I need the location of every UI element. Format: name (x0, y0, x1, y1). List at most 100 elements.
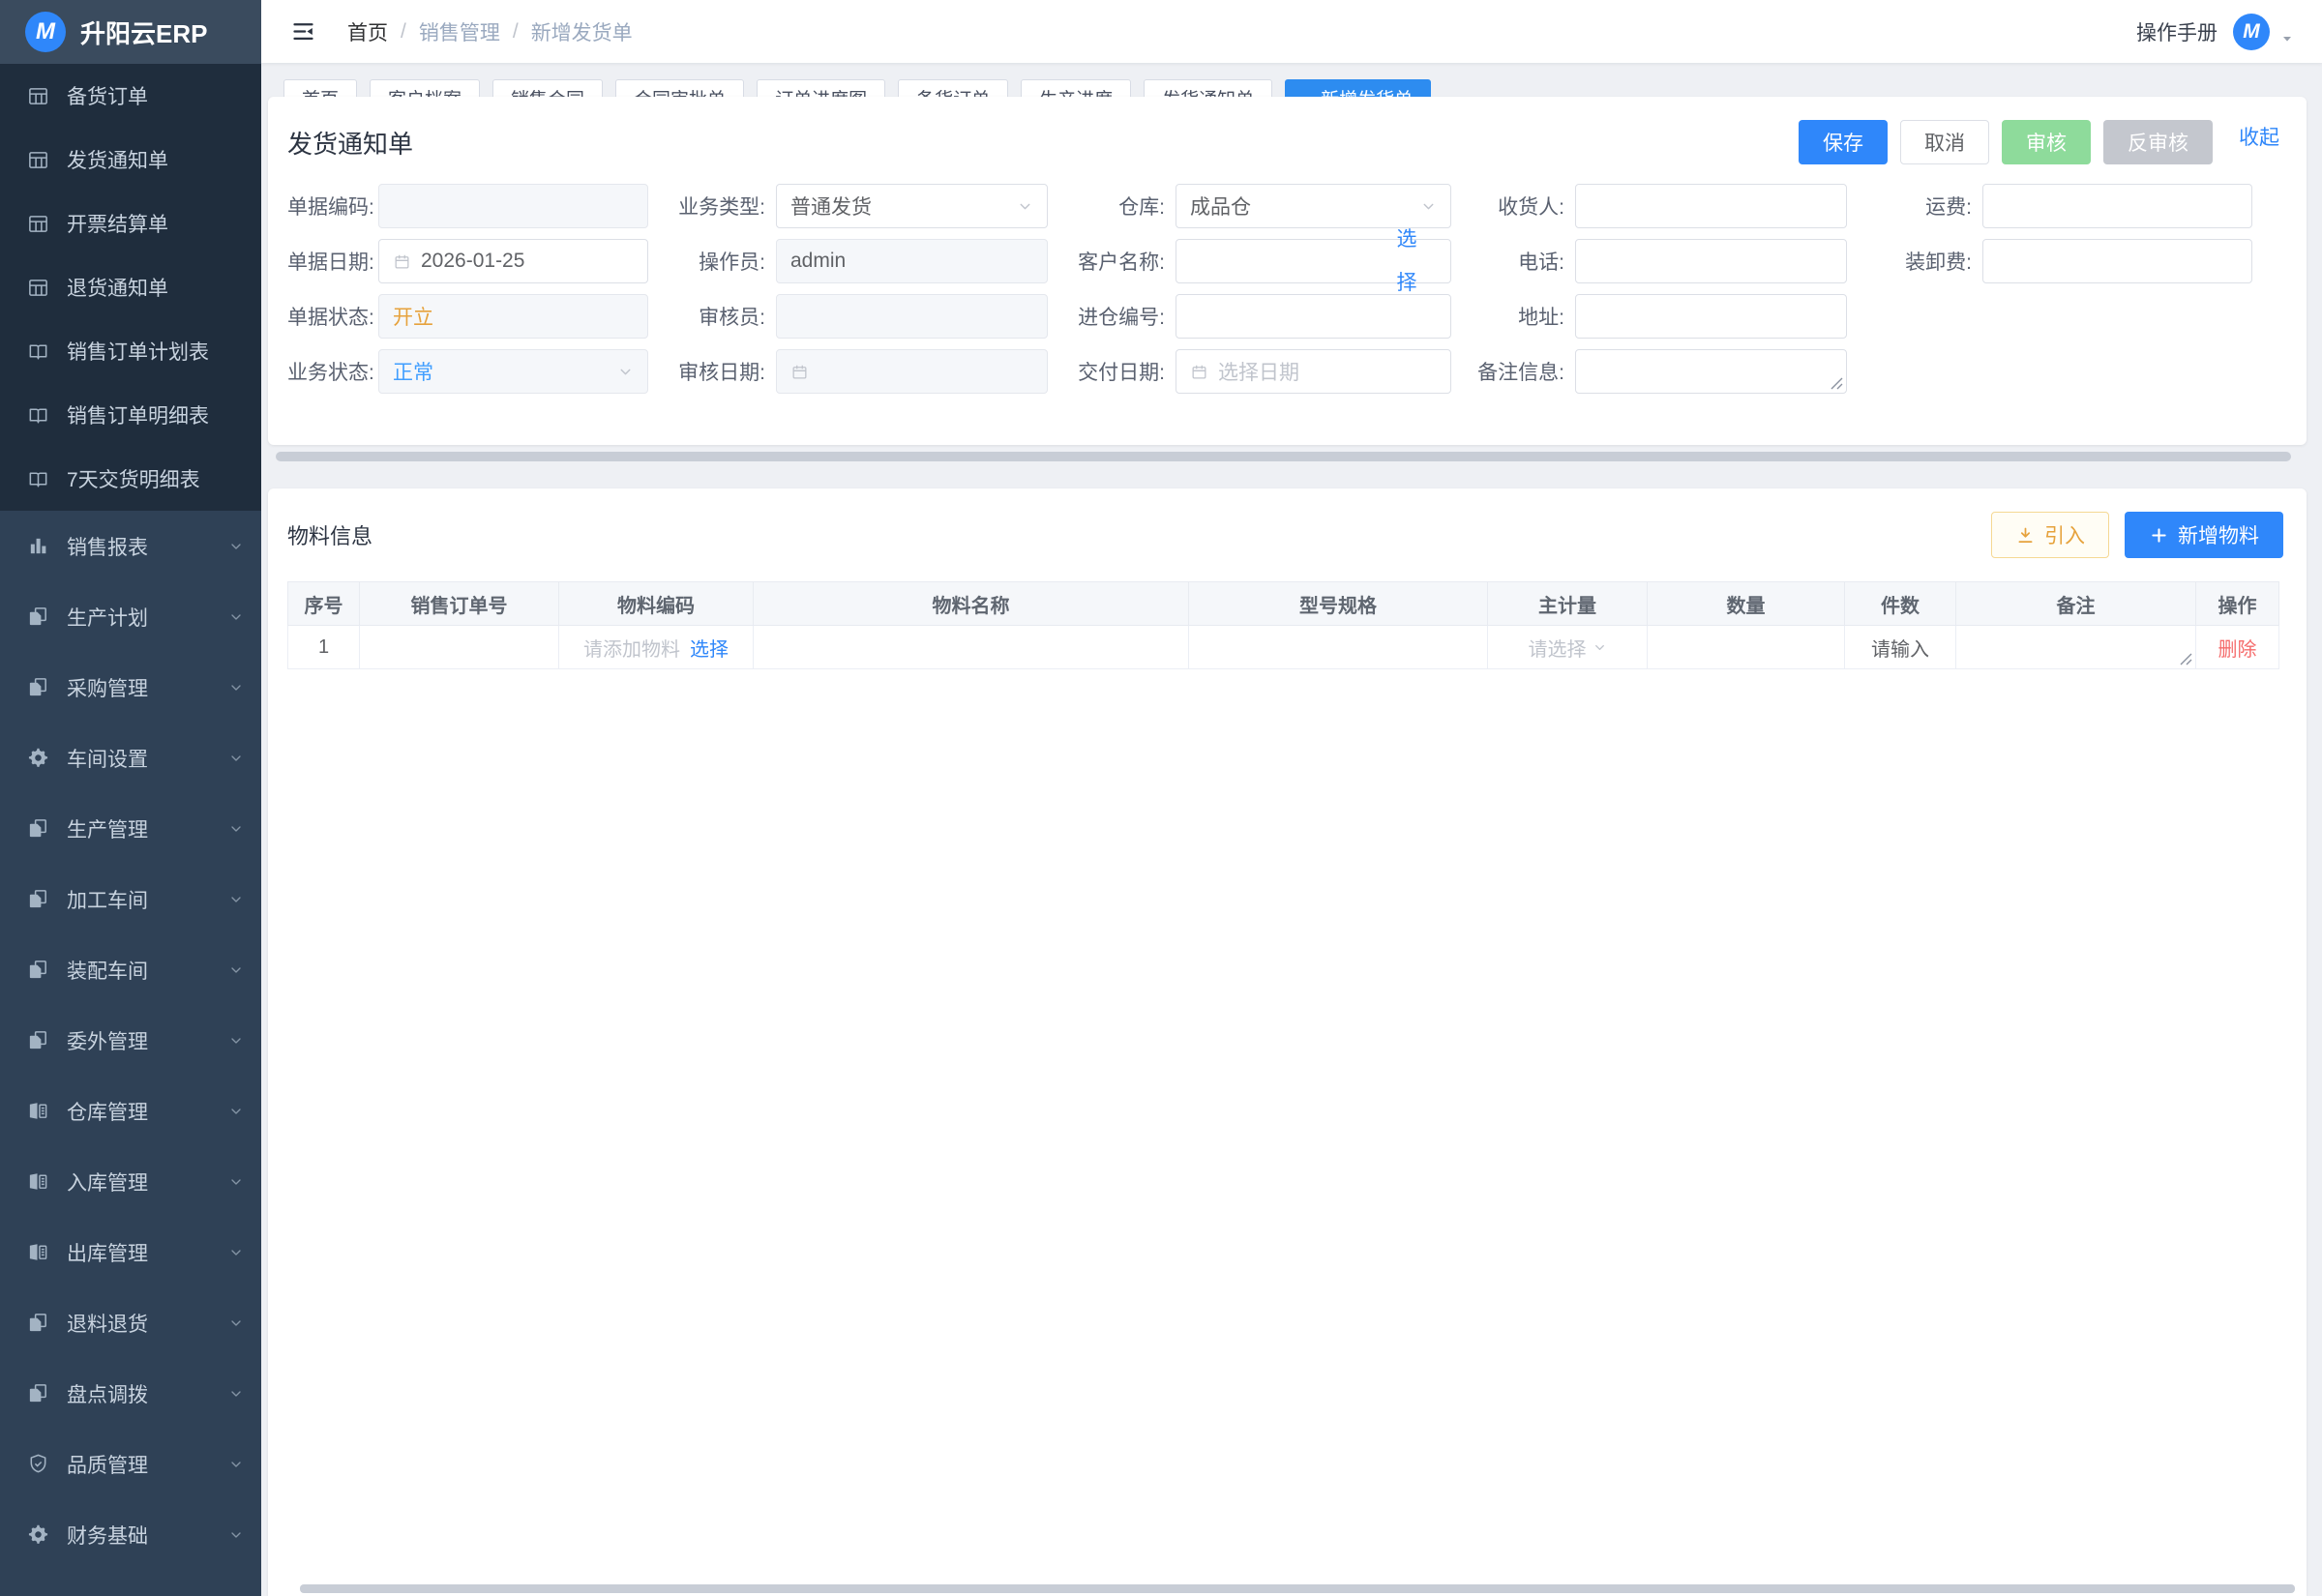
biz-type-select[interactable]: 普通发货 (776, 184, 1048, 228)
manual-link[interactable]: 操作手册 (2136, 21, 2218, 44)
table-horizontal-scrollbar[interactable] (300, 1584, 2295, 1593)
collapse-sidebar-icon[interactable] (290, 18, 316, 44)
warehouse-select[interactable]: 成品仓 (1176, 184, 1451, 228)
sidebar-menu[interactable]: 出库管理 (0, 1217, 261, 1287)
gear-icon (27, 747, 49, 769)
field-biz-status: 业务状态: 正常 (287, 349, 648, 394)
sidebar-menu[interactable]: 生产管理 (0, 793, 261, 864)
bill-code-label: 单据编码: (287, 196, 374, 219)
sidebar-menu[interactable]: 品质管理 (0, 1429, 261, 1499)
warehouse-label: 仓库: (1118, 196, 1165, 219)
sidebar-menu-label: 出库管理 (67, 1242, 148, 1265)
sidebar-menu[interactable]: 财务基础 (0, 1499, 261, 1570)
cell-unit: 请选择 (1487, 625, 1648, 669)
customer-select-button[interactable]: 选择 (1396, 228, 1417, 294)
chevron-down-icon (228, 680, 244, 695)
cell-remark[interactable] (1955, 625, 2196, 669)
sidebar-menu[interactable]: 装配车间 (0, 934, 261, 1005)
breadcrumb-home[interactable]: 首页 (347, 21, 388, 44)
resize-grip-icon[interactable] (2180, 653, 2192, 665)
bill-status-label: 单据状态: (287, 307, 374, 329)
operator-label: 操作员: (699, 251, 765, 274)
unaudit-button[interactable]: 反审核 (2103, 120, 2213, 164)
customer-label: 客户名称: (1078, 251, 1165, 274)
remark-label: 备注信息: (1477, 362, 1564, 384)
caret-down-icon[interactable] (2279, 31, 2295, 46)
sidebar-menu-label: 入库管理 (67, 1171, 148, 1195)
table-icon (27, 213, 49, 235)
table-icon (27, 277, 49, 299)
resize-grip-icon[interactable] (1831, 377, 1843, 390)
avatar[interactable]: M (2233, 13, 2270, 50)
materials-card: 物料信息 引入 新增物料 序号 销售订单号物 (268, 488, 2307, 1596)
sidebar-item-label: 销售订单计划表 (67, 341, 209, 364)
chevron-down-icon (228, 1104, 244, 1119)
sidebar-menu[interactable]: 加工车间 (0, 864, 261, 934)
calendar-icon (393, 252, 411, 271)
sidebar-menu[interactable]: 生产计划 (0, 581, 261, 652)
field-audit-date: 审核日期: (648, 349, 1048, 394)
receiver-input[interactable] (1575, 184, 1847, 228)
freight-input[interactable] (1982, 184, 2252, 228)
remark-textarea[interactable] (1575, 349, 1847, 394)
unit-select[interactable]: 请选择 (1494, 634, 1641, 662)
breadcrumb-separator: / (401, 19, 406, 43)
operator-input: admin (776, 239, 1048, 283)
auditor-input (776, 294, 1048, 339)
sidebar-item[interactable]: 销售订单明细表 (0, 383, 261, 447)
receiver-label: 收货人: (1498, 196, 1564, 219)
sidebar-item[interactable]: 备货订单 (0, 64, 261, 128)
field-auditor: 审核员: (648, 294, 1048, 339)
sidebar-menu-label: 生产计划 (67, 606, 148, 630)
sidebar-item[interactable]: 退货通知单 (0, 255, 261, 319)
auditor-label: 审核员: (699, 307, 765, 329)
sidebar-item-label: 7天交货明细表 (67, 469, 200, 491)
table-icon (27, 149, 49, 171)
book-icon (27, 468, 49, 490)
plus-icon (2149, 525, 2169, 546)
sidebar-menu[interactable]: 仓库管理 (0, 1076, 261, 1146)
sidebar-item[interactable]: 7天交货明细表 (0, 447, 261, 511)
sidebar-menu[interactable]: 退料退货 (0, 1287, 261, 1358)
sidebar-menu[interactable]: 采购管理 (0, 652, 261, 723)
import-button[interactable]: 引入 (1991, 512, 2109, 558)
cell-quantity[interactable] (1647, 625, 1845, 669)
column-header: 序号 (287, 581, 360, 626)
delivery-notice-card: 发货通知单 保存 取消 审核 反审核 收起 单据编码: 业务类型: 普通发货 (268, 97, 2307, 445)
chart-icon (27, 535, 49, 557)
cell-sales-order[interactable] (359, 625, 559, 669)
bill-code-input[interactable] (378, 184, 648, 228)
phone-input[interactable] (1575, 239, 1847, 283)
copy-icon (27, 676, 49, 698)
sidebar-menu[interactable]: 委外管理 (0, 1005, 261, 1076)
cell-pieces[interactable]: 请输入 (1844, 625, 1956, 669)
delivery-date-label: 交付日期: (1078, 362, 1165, 384)
sidebar-item[interactable]: 发货通知单 (0, 128, 261, 192)
book-icon (27, 340, 49, 363)
sidebar-item[interactable]: 开票结算单 (0, 192, 261, 255)
delete-row-link[interactable]: 删除 (2218, 638, 2257, 661)
breadcrumb-section[interactable]: 销售管理 (418, 21, 500, 44)
save-button[interactable]: 保存 (1799, 120, 1888, 164)
audit-button[interactable]: 审核 (2002, 120, 2091, 164)
bill-date-picker[interactable]: 2026-01-25 (378, 239, 648, 283)
cancel-button[interactable]: 取消 (1900, 120, 1989, 164)
handling-fee-input[interactable] (1982, 239, 2252, 283)
sidebar-item[interactable]: 销售订单计划表 (0, 319, 261, 383)
sidebar-menu[interactable]: 盘点调拨 (0, 1358, 261, 1429)
address-input[interactable] (1575, 294, 1847, 339)
delivery-date-picker[interactable]: 选择日期 (1176, 349, 1451, 394)
entry-no-input[interactable] (1176, 294, 1451, 339)
choose-material-link[interactable]: 选择 (690, 638, 729, 661)
sidebar-menu[interactable]: 车间设置 (0, 723, 261, 793)
form-row-4: 业务状态: 正常 审核日期: 交付日期: 选择日期 (287, 349, 2307, 394)
customer-input[interactable] (1176, 239, 1451, 283)
form-horizontal-scrollbar[interactable] (276, 452, 2291, 461)
column-header: 型号规格 (1188, 581, 1488, 626)
collapse-form-link[interactable]: 收起 (2239, 127, 2279, 149)
sidebar-menu[interactable]: 销售报表 (0, 511, 261, 581)
add-material-button[interactable]: 新增物料 (2125, 512, 2283, 558)
breadcrumb: 首页 / 销售管理 / 新增发货单 (347, 17, 633, 46)
sidebar-menu[interactable]: 入库管理 (0, 1146, 261, 1217)
